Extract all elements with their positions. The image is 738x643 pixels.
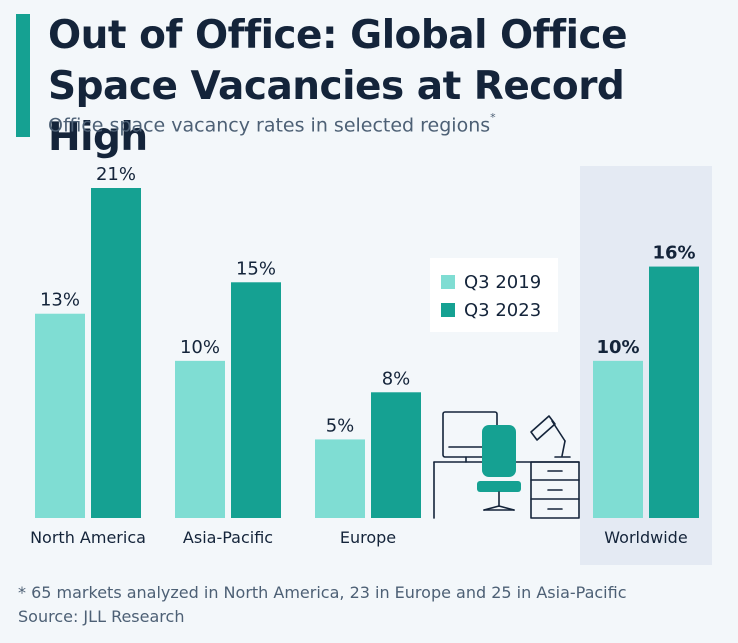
bar-europe-q3-2023 xyxy=(371,392,421,518)
legend-label-q3-2023: Q3 2023 xyxy=(464,300,541,321)
category-label-worldwide: Worldwide xyxy=(604,528,687,547)
subtitle: Office space vacancy rates in selected r… xyxy=(48,111,496,137)
legend: Q3 2019 Q3 2023 xyxy=(430,258,558,332)
legend-label-q3-2019: Q3 2019 xyxy=(464,272,541,293)
category-label-north-america: North America xyxy=(30,528,146,547)
category-label-europe: Europe xyxy=(340,528,396,547)
legend-swatch-q3-2019 xyxy=(441,275,455,289)
bar-europe-q3-2019 xyxy=(315,439,365,518)
subtitle-text: Office space vacancy rates in selected r… xyxy=(48,114,491,137)
bar-north-america-q3-2023 xyxy=(91,188,141,518)
bar-asia-pacific-q3-2023 xyxy=(231,282,281,518)
desk-lamp-icon xyxy=(530,415,571,458)
footnote-text: * 65 markets analyzed in North America, … xyxy=(18,583,627,602)
title-line-1: Out of Office: Global Office xyxy=(48,13,628,58)
drawer-cabinet-icon xyxy=(530,461,580,519)
data-label-europe-q3-2023: 8% xyxy=(382,368,411,389)
bar-north-america-q3-2019 xyxy=(35,313,85,518)
footnote: * 65 markets analyzed in North America, … xyxy=(18,581,627,629)
data-label-north-america-q3-2019: 13% xyxy=(40,290,80,311)
office-chair-icon xyxy=(477,425,521,511)
title-line-2: Space Vacancies at Record High xyxy=(48,64,625,160)
title-accent-bar xyxy=(16,14,30,137)
source-text: Source: JLL Research xyxy=(18,607,185,626)
office-desk-illustration xyxy=(433,411,580,519)
legend-swatch-q3-2023 xyxy=(441,303,455,317)
data-label-north-america-q3-2023: 21% xyxy=(96,164,136,185)
category-label-asia-pacific: Asia-Pacific xyxy=(183,528,273,547)
bar-asia-pacific-q3-2019 xyxy=(175,360,225,518)
subtitle-footnote-mark: * xyxy=(490,111,496,124)
data-label-asia-pacific-q3-2019: 10% xyxy=(180,337,220,358)
page-title: Out of Office: Global Office Space Vacan… xyxy=(48,10,728,163)
bar-worldwide-q3-2019 xyxy=(593,360,643,518)
legend-box xyxy=(430,258,558,332)
bar-worldwide-q3-2023 xyxy=(649,266,699,518)
data-label-europe-q3-2019: 5% xyxy=(326,415,355,436)
data-label-worldwide-q3-2023: 16% xyxy=(652,243,695,264)
data-label-asia-pacific-q3-2023: 15% xyxy=(236,258,276,279)
data-label-worldwide-q3-2019: 10% xyxy=(596,337,639,358)
